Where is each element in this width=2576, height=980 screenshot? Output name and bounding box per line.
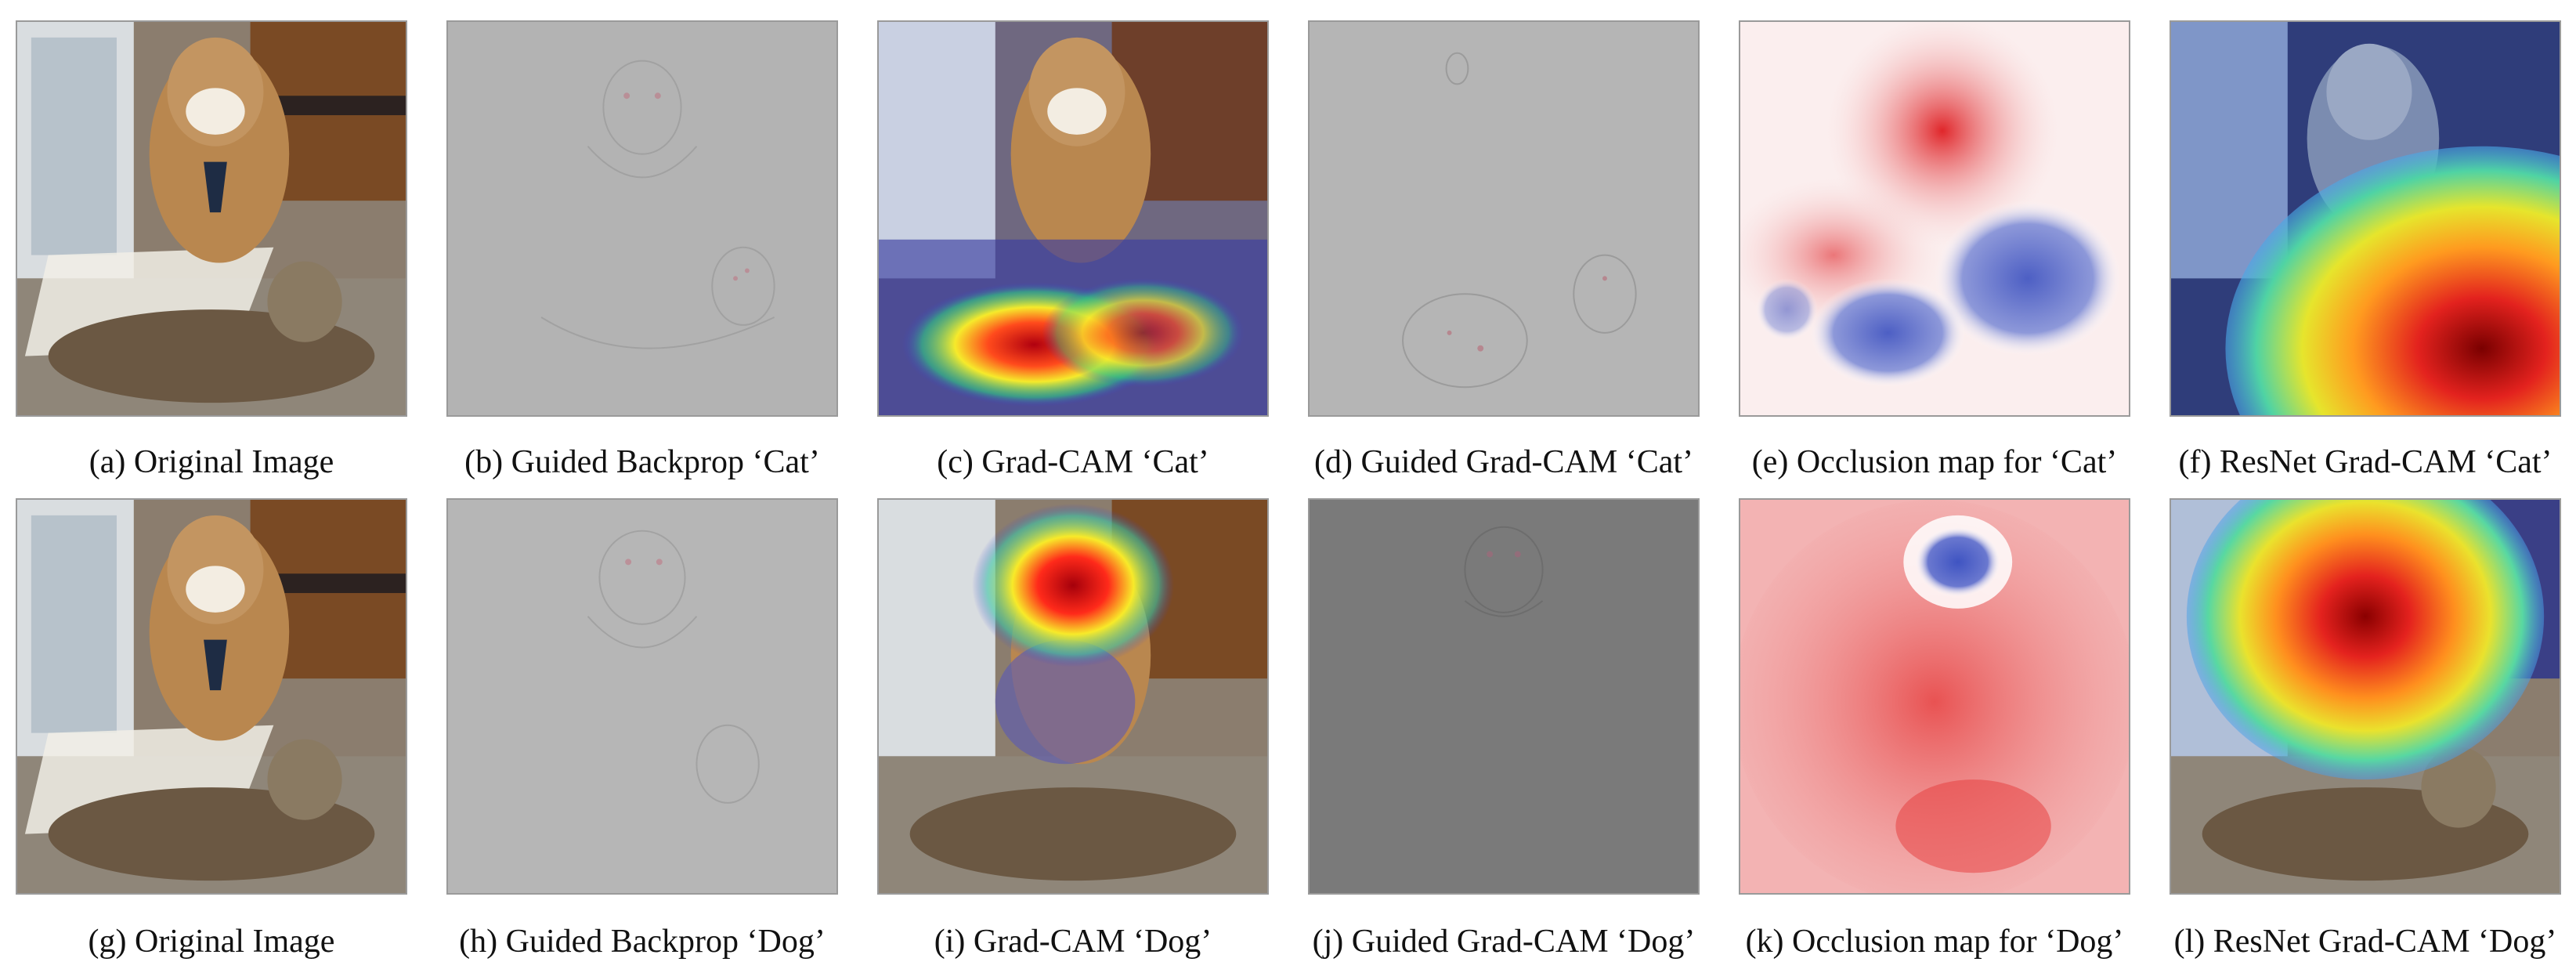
caption: (h) Guided Backprop ‘Dog’: [459, 924, 826, 960]
caption: (a) Original Image: [89, 444, 334, 480]
caption: (e) Occlusion map for ‘Cat’: [1751, 444, 2118, 480]
caption: (j) Guided Grad-CAM ‘Dog’: [1312, 924, 1696, 960]
caption: (k) Occlusion map for ‘Dog’: [1745, 924, 2124, 960]
caption: (l) ResNet Grad-CAM ‘Dog’: [2173, 924, 2557, 960]
caption: (g) Original Image: [88, 924, 335, 960]
caption: (d) Guided Grad-CAM ‘Cat’: [1313, 444, 1694, 480]
guided-gradcam-image: [1308, 20, 1700, 417]
gradcam-overlay-image: [877, 20, 1269, 417]
guided-backprop-image: [446, 20, 838, 417]
caption: (i) Grad-CAM ‘Dog’: [934, 924, 1212, 960]
resnet-gradcam-image: [2170, 498, 2561, 895]
occlusion-map-image: [1739, 20, 2130, 417]
guided-gradcam-image: [1308, 498, 1700, 895]
guided-backprop-image: [446, 498, 838, 895]
resnet-gradcam-image: [2170, 20, 2561, 417]
caption: (c) Grad-CAM ‘Cat’: [937, 444, 1209, 480]
caption: (b) Guided Backprop ‘Cat’: [464, 444, 820, 480]
gradcam-overlay-image: [877, 498, 1269, 895]
caption: (f) ResNet Grad-CAM ‘Cat’: [2178, 444, 2553, 480]
occlusion-map-image: [1739, 498, 2130, 895]
original-image-photo: [16, 20, 407, 417]
original-image-photo: [16, 498, 407, 895]
